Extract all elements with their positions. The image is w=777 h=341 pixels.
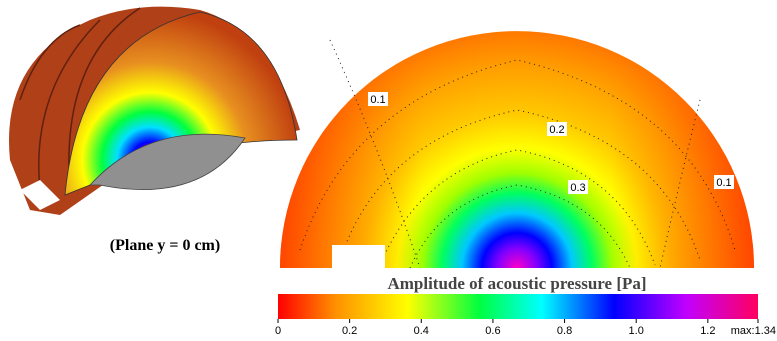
colorbar-tick-label: 0.4 (414, 325, 429, 337)
3d-view (9, 7, 300, 215)
contour-label: 0.2 (549, 124, 564, 136)
colorbar (278, 294, 758, 319)
notch (332, 245, 385, 269)
contour-label: 0.1 (370, 94, 385, 106)
colorbar-tick-label: max:1.34 (731, 325, 776, 337)
field-plot (280, 31, 754, 269)
colorbar-tick-label: 0.2 (342, 325, 357, 337)
field-shading (280, 31, 754, 268)
contour-label: 0.1 (716, 177, 731, 189)
figure: (Plane y = 0 cm) 0.1 0.2 0.3 0.1 Amplitude … (0, 0, 777, 341)
contour-label: 0.3 (570, 182, 585, 194)
colorbar-tick-label: 1.0 (629, 325, 644, 337)
colorbar-tick-label: 0.6 (485, 325, 500, 337)
colorbar-tick-label: 0 (275, 325, 281, 337)
caption: (Plane y = 0 cm) (110, 237, 220, 254)
colorbar-tick-label: 1.2 (700, 325, 715, 337)
colorbar-title: Amplitude of acoustic pressure [Pa] (387, 274, 646, 293)
colorbar-tick-label: 0.8 (557, 325, 572, 337)
